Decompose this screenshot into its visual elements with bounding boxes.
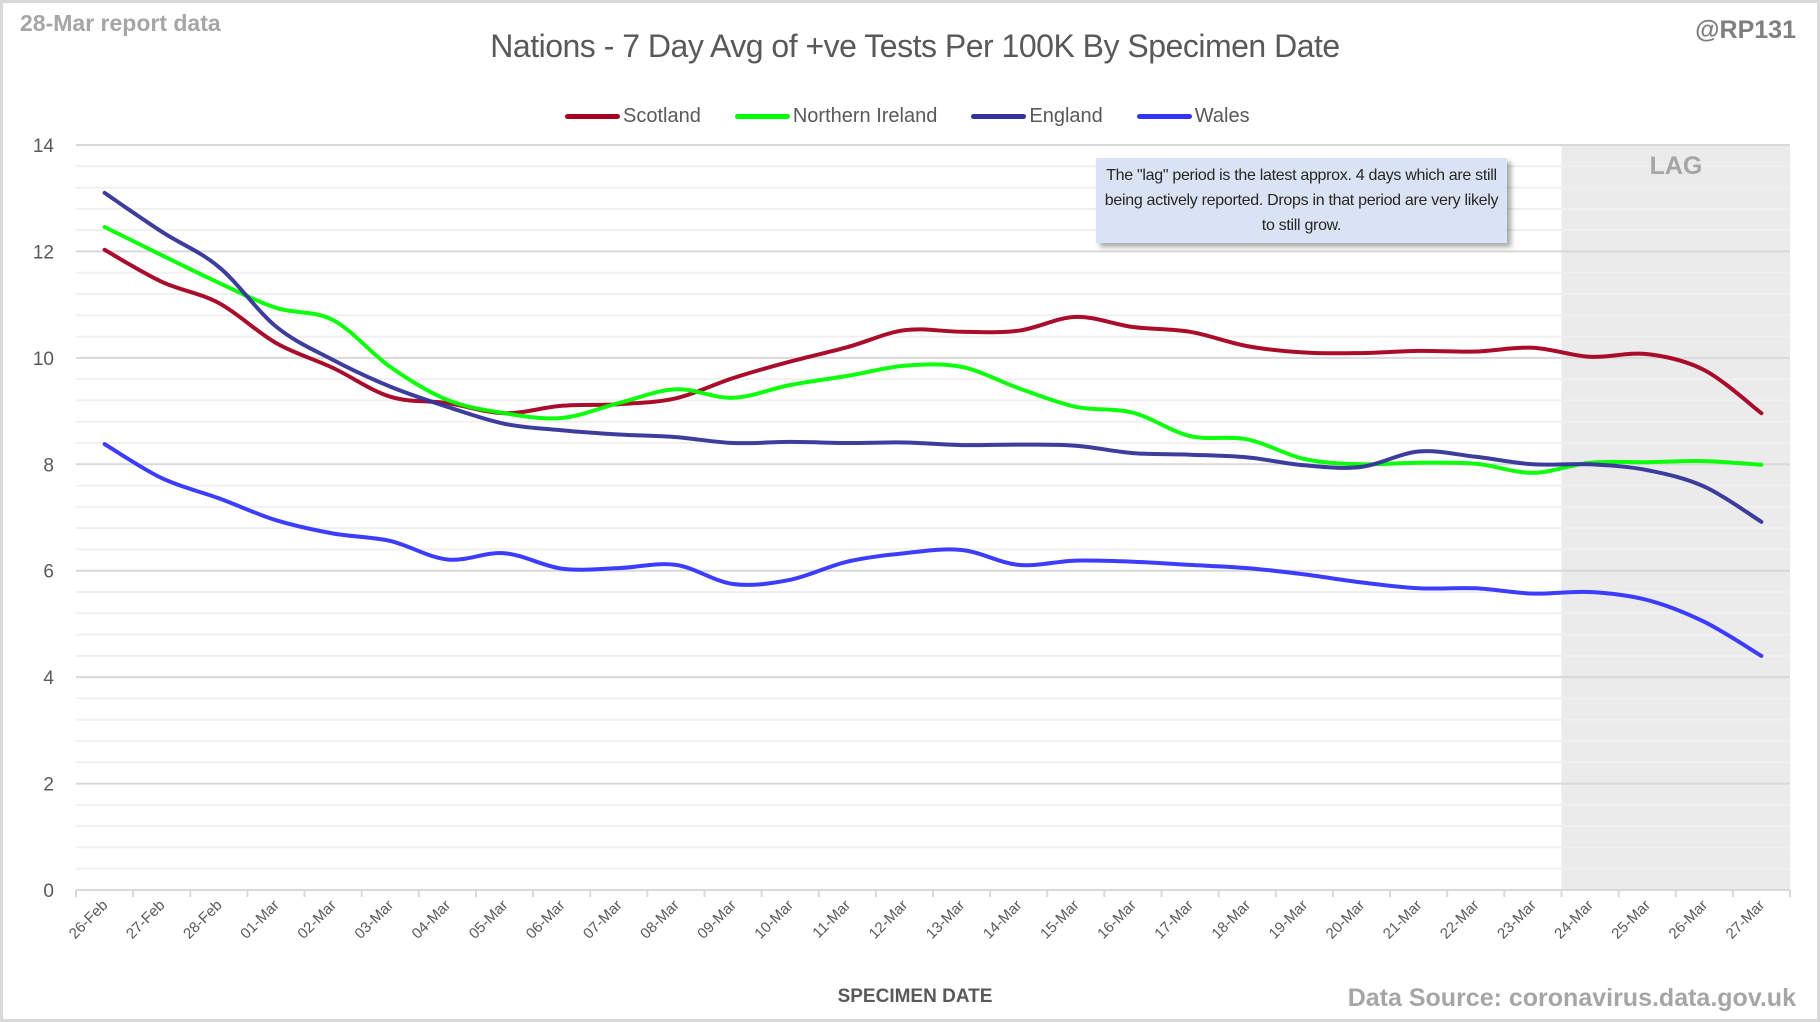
- x-tick-label: 03-Mar: [351, 897, 397, 943]
- legend-item-wales: Wales: [1136, 104, 1250, 128]
- x-tick-label: 09-Mar: [694, 897, 740, 943]
- x-tick-label: 02-Mar: [294, 897, 340, 943]
- legend-label-northern-ireland: Northern Ireland: [792, 104, 938, 127]
- data-source-label: Data Source: coronavirus.data.gov.uk: [1347, 984, 1796, 1012]
- series-line-england: [102, 190, 1764, 524]
- legend-swatch-wales: [1136, 113, 1192, 119]
- x-tick-label: 26-Mar: [1666, 897, 1712, 943]
- x-tick-label: 17-Mar: [1151, 897, 1197, 943]
- x-tick-label: 27-Feb: [123, 897, 169, 943]
- x-tick-label: 01-Mar: [237, 897, 283, 943]
- y-tick-label: 10: [33, 349, 54, 370]
- x-tick-label: 22-Mar: [1437, 897, 1483, 943]
- lag-note-callout: The "lag" period is the latest approx. 4…: [1096, 158, 1507, 243]
- y-tick-label: 12: [33, 242, 54, 263]
- report-date-label: 28-Mar report data: [20, 10, 221, 36]
- lag-period-label: LAG: [1649, 152, 1703, 180]
- chart-legend: Scotland Northern Ireland England Wales: [565, 103, 1284, 129]
- y-tick-label: 0: [43, 881, 54, 902]
- x-tick-label: 10-Mar: [751, 897, 797, 943]
- x-tick-label: 19-Mar: [1266, 897, 1312, 943]
- x-tick-label: 11-Mar: [809, 897, 854, 942]
- x-tick-label: 08-Mar: [637, 897, 683, 943]
- x-tick-label: 12-Mar: [866, 897, 912, 943]
- legend-label-wales: Wales: [1194, 104, 1250, 127]
- x-tick-label: 14-Mar: [980, 897, 1026, 943]
- x-tick-label: 06-Mar: [523, 897, 569, 943]
- x-tick-label: 20-Mar: [1323, 897, 1369, 943]
- x-tick-label: 23-Mar: [1494, 897, 1540, 943]
- x-tick-label: 18-Mar: [1208, 897, 1254, 943]
- series-line-wales: [102, 442, 1764, 658]
- x-tick-label: 24-Mar: [1551, 897, 1597, 943]
- x-tick-label: 27-Mar: [1723, 897, 1769, 943]
- series-line-northern-ireland: [102, 225, 1764, 475]
- lag-note-text: The "lag" period is the latest approx. 4…: [1104, 167, 1499, 234]
- x-tick-label: 05-Mar: [466, 897, 512, 943]
- x-tick-label: 04-Mar: [409, 897, 455, 943]
- x-tick-label: 28-Feb: [180, 897, 226, 943]
- legend-swatch-england: [971, 113, 1027, 119]
- y-tick-label: 2: [43, 775, 54, 796]
- legend-item-england: England: [971, 104, 1103, 128]
- x-tick-label: 26-Feb: [66, 897, 112, 943]
- legend-label-england: England: [1029, 104, 1103, 127]
- x-tick-label: 07-Mar: [580, 897, 626, 943]
- x-tick-label: 15-Mar: [1037, 897, 1083, 943]
- legend-item-scotland: Scotland: [565, 105, 701, 128]
- legend-label-scotland: Scotland: [623, 104, 701, 127]
- chart-title: Nations - 7 Day Avg of +ve Tests Per 100…: [490, 28, 1340, 64]
- legend-item-northern-ireland: Northern Ireland: [734, 104, 938, 128]
- x-tick-label: 13-Mar: [923, 897, 969, 943]
- legend-swatch-northern-ireland: [734, 113, 790, 119]
- series-line-scotland: [102, 247, 1764, 416]
- x-tick-label: 16-Mar: [1094, 897, 1140, 943]
- y-tick-label: 6: [43, 562, 54, 583]
- y-tick-label: 8: [43, 455, 54, 476]
- legend-swatch-scotland: [565, 113, 620, 119]
- author-handle: @RP131: [1695, 16, 1796, 44]
- x-axis-title: SPECIMEN DATE: [837, 986, 993, 1007]
- y-tick-label: 4: [43, 668, 54, 689]
- x-tick-label: 21-Mar: [1380, 897, 1426, 943]
- x-tick-label: 25-Mar: [1608, 897, 1654, 943]
- y-tick-label: 14: [33, 136, 55, 157]
